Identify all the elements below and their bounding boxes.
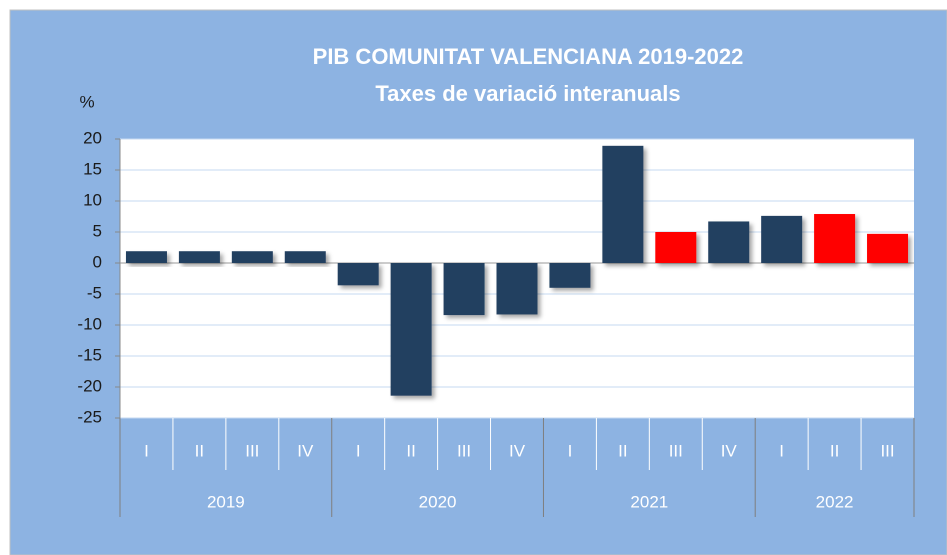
y-tick-label: 5 bbox=[93, 221, 102, 240]
bar bbox=[443, 263, 485, 316]
x-tick-label: III bbox=[245, 441, 259, 460]
bar bbox=[708, 221, 750, 263]
bar bbox=[549, 263, 591, 288]
bar bbox=[178, 251, 220, 263]
bar bbox=[231, 251, 273, 263]
bar bbox=[761, 215, 803, 263]
y-tick-label: -10 bbox=[77, 314, 102, 333]
y-tick-label: -15 bbox=[77, 345, 102, 364]
group-label: 2020 bbox=[419, 492, 457, 511]
x-tick-label: III bbox=[880, 441, 894, 460]
group-label: 2021 bbox=[630, 492, 668, 511]
x-tick-label: I bbox=[356, 441, 361, 460]
x-tick-label: II bbox=[195, 441, 204, 460]
y-tick-label: -25 bbox=[77, 407, 102, 426]
x-tick-label: II bbox=[618, 441, 627, 460]
chart-title: PIB COMUNITAT VALENCIANA 2019-2022 bbox=[313, 44, 744, 69]
y-tick-label: -20 bbox=[77, 376, 102, 395]
group-label: 2022 bbox=[816, 492, 854, 511]
chart-subtitle: Taxes de variació interanuals bbox=[375, 81, 680, 106]
x-tick-label: IV bbox=[297, 441, 314, 460]
y-tick-label: 0 bbox=[93, 252, 102, 271]
x-tick-label: I bbox=[568, 441, 573, 460]
y-tick-label: 10 bbox=[83, 190, 102, 209]
bar bbox=[602, 145, 644, 263]
bar bbox=[337, 263, 379, 286]
x-tick-label: I bbox=[779, 441, 784, 460]
bar bbox=[867, 233, 909, 263]
bar bbox=[814, 214, 856, 263]
bar bbox=[284, 251, 326, 263]
bar bbox=[125, 251, 167, 263]
bar bbox=[496, 263, 538, 315]
y-tick-label: 20 bbox=[83, 128, 102, 147]
x-tick-label: IV bbox=[509, 441, 526, 460]
x-tick-label: II bbox=[830, 441, 839, 460]
x-tick-label: III bbox=[457, 441, 471, 460]
y-tick-label: -5 bbox=[87, 283, 102, 302]
x-tick-label: III bbox=[669, 441, 683, 460]
y-axis-label: % bbox=[79, 92, 94, 111]
y-tick-label: 15 bbox=[83, 159, 102, 178]
bar bbox=[390, 263, 432, 396]
x-tick-label: II bbox=[406, 441, 415, 460]
bar bbox=[655, 232, 697, 263]
x-tick-label: IV bbox=[721, 441, 738, 460]
group-label: 2019 bbox=[207, 492, 245, 511]
x-tick-label: I bbox=[144, 441, 149, 460]
